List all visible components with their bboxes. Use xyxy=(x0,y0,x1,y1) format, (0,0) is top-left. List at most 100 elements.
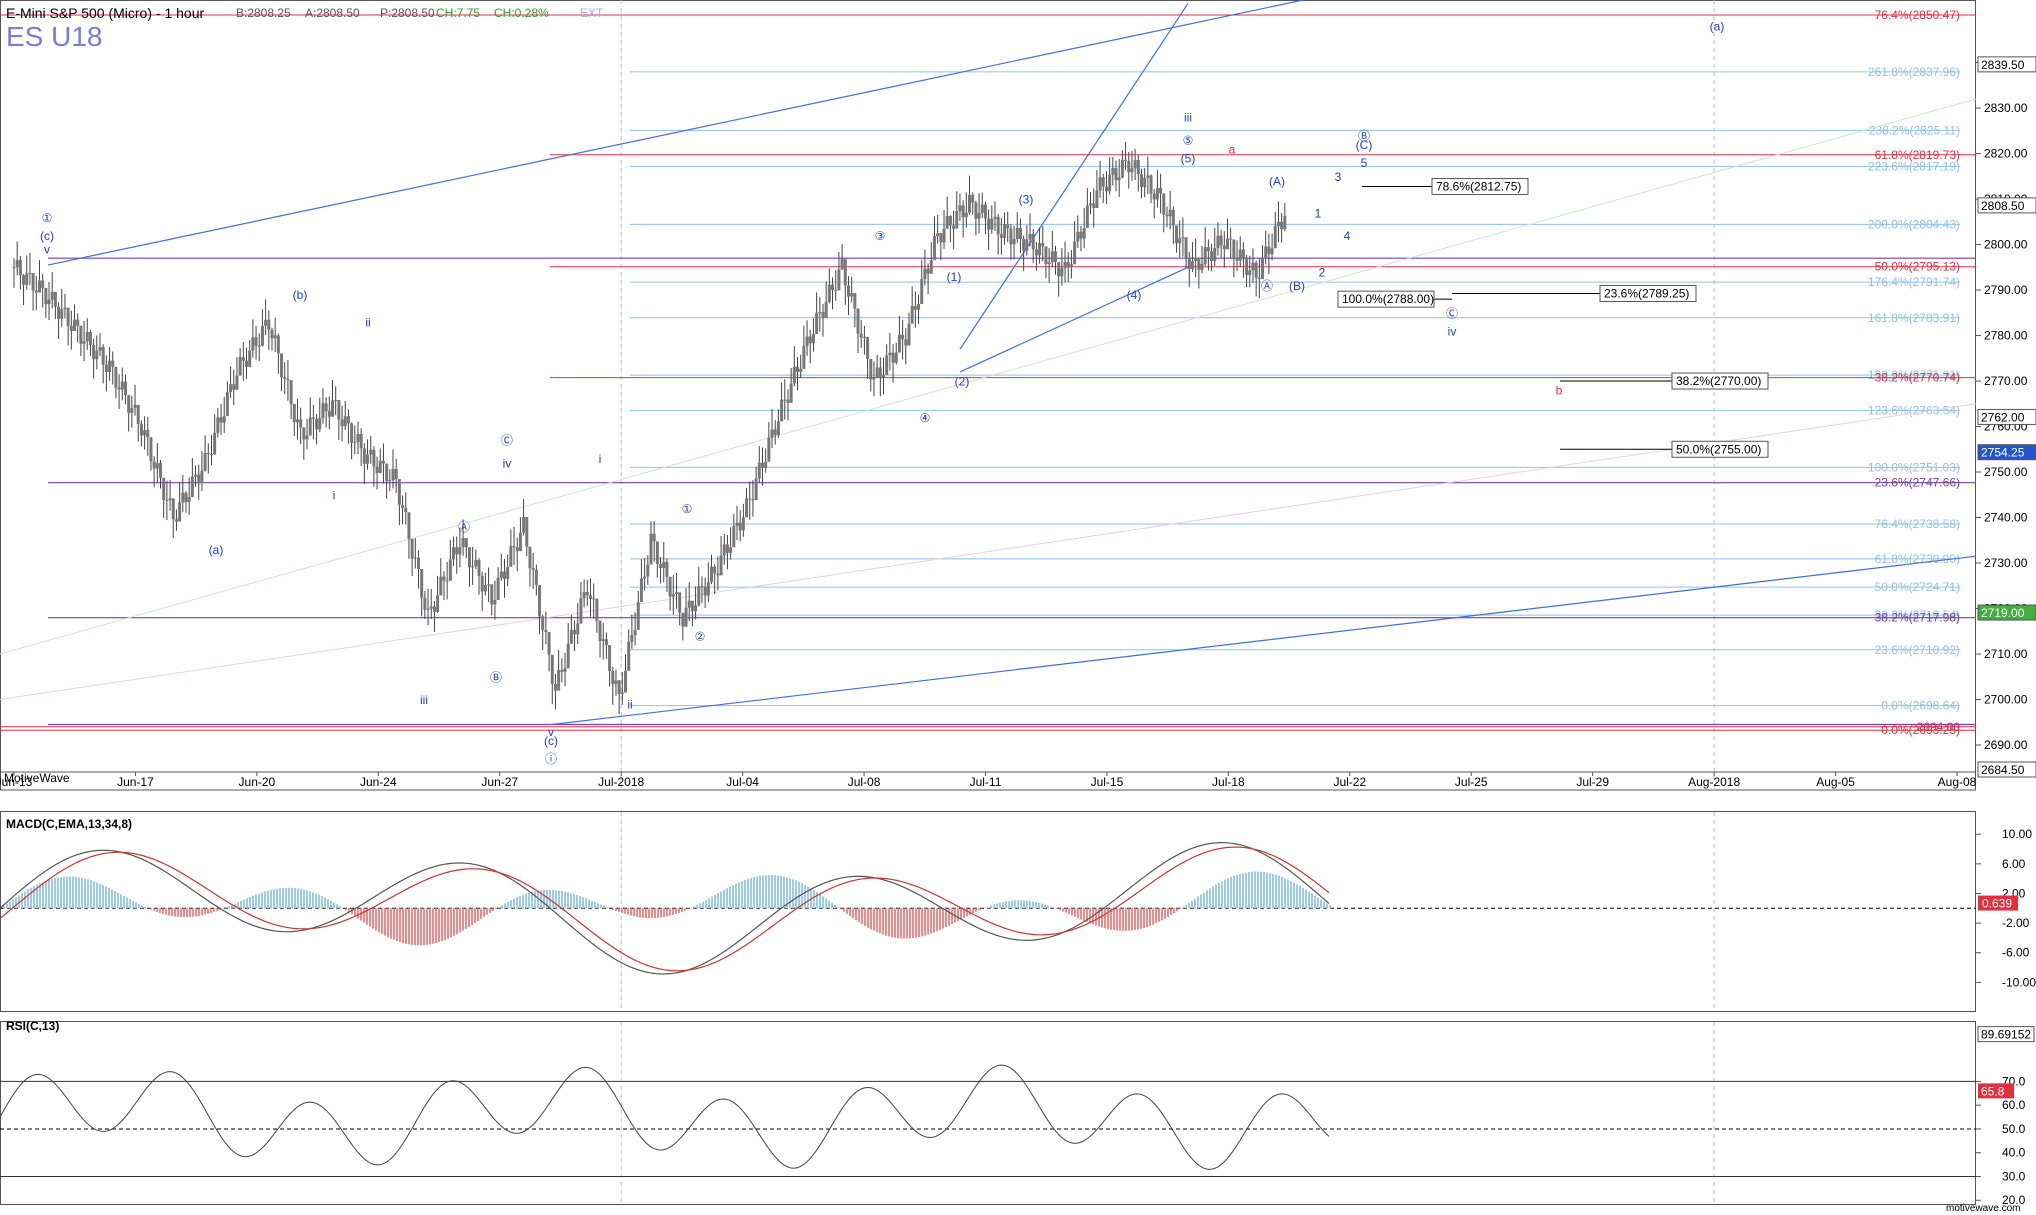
macd-histogram-bar xyxy=(708,898,710,909)
macd-histogram-bar xyxy=(1137,908,1139,930)
macd-histogram-bar xyxy=(177,908,179,917)
macd-histogram-bar xyxy=(675,908,677,915)
price-candle xyxy=(662,561,666,569)
price-candle xyxy=(251,337,255,351)
macd-histogram-bar xyxy=(744,879,746,909)
price-candle xyxy=(28,272,32,274)
price-candle xyxy=(850,293,854,297)
price-candle xyxy=(174,519,178,522)
wave-label: ① xyxy=(682,502,693,516)
macd-histogram-bar xyxy=(1107,908,1109,929)
rsi-panel-frame xyxy=(0,1021,1976,1205)
macd-histogram-bar xyxy=(330,900,332,909)
price-candle xyxy=(690,600,694,612)
price-candle xyxy=(697,586,701,606)
price-candle xyxy=(659,563,663,569)
macd-histogram-bar xyxy=(1314,895,1316,909)
macd-histogram-bar xyxy=(1032,901,1034,909)
price-candle xyxy=(171,498,175,520)
wave-label: (1) xyxy=(947,270,962,284)
macd-histogram-bar xyxy=(1149,908,1151,926)
price-candle xyxy=(856,308,860,334)
price-candle xyxy=(85,332,89,342)
macd-histogram-bar xyxy=(717,893,719,909)
macd-histogram-bar xyxy=(1071,908,1073,916)
price-candle xyxy=(996,216,1000,235)
price-candle xyxy=(776,421,780,436)
price-candle xyxy=(1034,249,1038,256)
price-candle xyxy=(369,449,373,455)
price-candle xyxy=(811,334,815,344)
price-candle xyxy=(305,435,309,440)
price-candle xyxy=(334,399,338,401)
price-candle xyxy=(206,452,210,455)
macd-histogram-bar xyxy=(372,908,374,929)
price-candle xyxy=(1232,239,1236,259)
price-candle xyxy=(614,680,618,685)
macd-histogram-bar xyxy=(417,908,419,946)
macd-histogram-bar xyxy=(9,901,11,909)
macd-histogram-bar xyxy=(1005,901,1007,909)
macd-histogram-bar xyxy=(60,876,62,909)
price-candle xyxy=(1038,243,1042,256)
x-tick-label: Jul-08 xyxy=(848,775,881,789)
macd-histogram-bar xyxy=(231,904,233,909)
price-candle xyxy=(639,578,643,603)
y-tick-label: 2820.00 xyxy=(1984,147,2028,161)
macd-histogram-bar xyxy=(591,900,593,909)
macd-histogram-bar xyxy=(960,908,962,920)
macd-histogram-bar xyxy=(864,908,866,926)
price-candle xyxy=(588,595,592,599)
price-candle xyxy=(958,205,962,212)
macd-histogram-bar xyxy=(855,908,857,921)
wave-label: ⑤ xyxy=(1183,133,1194,147)
macd-histogram-bar xyxy=(1248,872,1250,909)
macd-histogram-bar xyxy=(138,903,140,909)
macd-histogram-bar xyxy=(1056,908,1058,909)
price-candle xyxy=(1213,248,1217,261)
macd-histogram-bar xyxy=(258,893,260,909)
price-tag-box xyxy=(1977,408,2036,425)
price-candle xyxy=(748,498,752,500)
price-candle xyxy=(942,228,946,243)
price-candle xyxy=(808,336,812,344)
y-tick-label: 2830.00 xyxy=(1984,101,2028,115)
price-candle xyxy=(15,260,19,268)
macd-histogram-bar xyxy=(1002,901,1004,909)
macd-histogram-bar xyxy=(15,897,17,909)
macd-y-label: -10.00 xyxy=(2002,975,2036,989)
price-candle xyxy=(945,216,949,229)
symbol-label: ES U18 xyxy=(6,21,103,52)
macd-histogram-bar xyxy=(411,908,413,945)
macd-histogram-bar xyxy=(30,887,32,909)
price-candle xyxy=(420,569,424,598)
macd-histogram-bar xyxy=(687,908,689,910)
price-candle xyxy=(79,325,83,344)
price-candle xyxy=(37,280,41,293)
macd-histogram-bar xyxy=(1215,884,1217,909)
macd-histogram-bar xyxy=(108,887,110,909)
price-candle xyxy=(436,595,440,612)
wave-label: iii xyxy=(420,693,428,707)
price-candle xyxy=(222,416,226,423)
price-candle xyxy=(407,512,411,539)
price-candle xyxy=(362,448,366,464)
price-candle xyxy=(722,544,726,556)
macd-histogram-bar xyxy=(942,908,944,929)
price-candle xyxy=(378,460,382,474)
price-candle xyxy=(512,546,516,548)
price-candle xyxy=(1003,224,1007,239)
price-candle xyxy=(1022,238,1026,251)
price-candle xyxy=(1273,226,1277,249)
macd-histogram-bar xyxy=(1311,893,1313,909)
price-candle xyxy=(725,544,729,553)
price-candle xyxy=(764,461,768,468)
macd-histogram-bar xyxy=(750,877,752,909)
macd-histogram-bar xyxy=(255,894,257,909)
price-candle xyxy=(299,419,303,428)
macd-histogram-bar xyxy=(1218,882,1220,909)
price-candle xyxy=(1184,237,1188,258)
macd-histogram-bar xyxy=(483,908,485,917)
macd-histogram-bar xyxy=(990,905,992,909)
